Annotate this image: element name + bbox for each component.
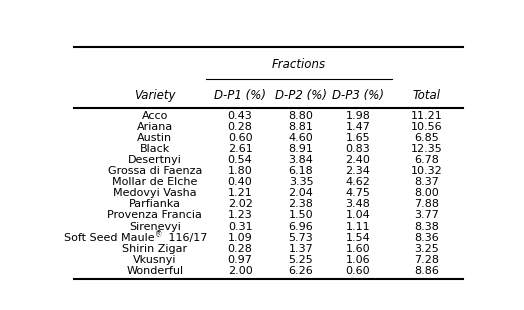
Text: 6.85: 6.85 — [414, 133, 439, 143]
Text: 10.32: 10.32 — [411, 166, 443, 176]
Text: D-P1 (%): D-P1 (%) — [214, 89, 266, 102]
Text: 11.21: 11.21 — [411, 111, 443, 121]
Text: 1.23: 1.23 — [228, 210, 253, 220]
Text: 1.50: 1.50 — [289, 210, 313, 220]
Text: 8.38: 8.38 — [414, 222, 439, 232]
Text: 7.28: 7.28 — [414, 255, 440, 265]
Text: Provenza Francia: Provenza Francia — [107, 210, 202, 220]
Text: 5.73: 5.73 — [289, 232, 313, 243]
Text: 1.98: 1.98 — [345, 111, 370, 121]
Text: 0.28: 0.28 — [228, 244, 253, 254]
Text: 1.37: 1.37 — [289, 244, 313, 254]
Text: 8.80: 8.80 — [289, 111, 313, 121]
Text: 0.60: 0.60 — [228, 133, 253, 143]
Text: 1.65: 1.65 — [346, 133, 370, 143]
Text: Austin: Austin — [137, 133, 172, 143]
Text: D-P3 (%): D-P3 (%) — [332, 89, 384, 102]
Text: Wonderful: Wonderful — [126, 266, 183, 276]
Text: 2.04: 2.04 — [289, 188, 313, 198]
Text: Parfianka: Parfianka — [129, 199, 181, 209]
Text: 2.34: 2.34 — [345, 166, 370, 176]
Text: 1.60: 1.60 — [346, 244, 370, 254]
Text: Shirin Zigar: Shirin Zigar — [122, 244, 188, 254]
Text: 2.61: 2.61 — [228, 144, 253, 154]
Text: 0.31: 0.31 — [228, 222, 253, 232]
Text: Desertnyi: Desertnyi — [128, 155, 182, 165]
Text: 4.60: 4.60 — [289, 133, 313, 143]
Text: 12.35: 12.35 — [411, 144, 443, 154]
Text: 0.83: 0.83 — [345, 144, 370, 154]
Text: Mollar de Elche: Mollar de Elche — [112, 177, 198, 187]
Text: 8.36: 8.36 — [414, 232, 439, 243]
Text: Fractions: Fractions — [272, 58, 326, 71]
Text: Grossa di Faenza: Grossa di Faenza — [107, 166, 202, 176]
Text: D-P2 (%): D-P2 (%) — [275, 89, 327, 102]
Text: 2.38: 2.38 — [289, 199, 313, 209]
Text: Acco: Acco — [141, 111, 168, 121]
Text: ® 116/17: ® 116/17 — [155, 232, 208, 243]
Text: 6.96: 6.96 — [289, 222, 313, 232]
Text: Ariana: Ariana — [137, 122, 173, 132]
Text: 8.00: 8.00 — [414, 188, 439, 198]
Text: 7.88: 7.88 — [414, 199, 440, 209]
Text: ®: ® — [155, 230, 162, 239]
Text: Variety: Variety — [134, 89, 176, 102]
Text: 1.06: 1.06 — [346, 255, 370, 265]
Text: 8.81: 8.81 — [289, 122, 313, 132]
Text: 0.43: 0.43 — [228, 111, 253, 121]
Text: 10.56: 10.56 — [411, 122, 443, 132]
Text: 1.11: 1.11 — [346, 222, 370, 232]
Text: Soft Seed Maule: Soft Seed Maule — [64, 232, 155, 243]
Text: 3.48: 3.48 — [345, 199, 370, 209]
Text: 5.25: 5.25 — [289, 255, 313, 265]
Text: Black: Black — [140, 144, 170, 154]
Text: 0.97: 0.97 — [228, 255, 253, 265]
Text: 3.25: 3.25 — [414, 244, 439, 254]
Text: 116/17: 116/17 — [165, 232, 208, 243]
Text: Vkusnyi: Vkusnyi — [133, 255, 177, 265]
Text: 4.75: 4.75 — [345, 188, 370, 198]
Text: 8.86: 8.86 — [414, 266, 439, 276]
Text: 8.37: 8.37 — [414, 177, 439, 187]
Text: 0.40: 0.40 — [228, 177, 253, 187]
Text: 4.62: 4.62 — [345, 177, 370, 187]
Text: 1.09: 1.09 — [228, 232, 253, 243]
Text: 1.80: 1.80 — [228, 166, 253, 176]
Text: 1.47: 1.47 — [345, 122, 370, 132]
Text: 2.00: 2.00 — [228, 266, 253, 276]
Text: 0.28: 0.28 — [228, 122, 253, 132]
Text: 6.78: 6.78 — [414, 155, 439, 165]
Text: 3.84: 3.84 — [289, 155, 313, 165]
Text: 2.40: 2.40 — [345, 155, 370, 165]
Text: 1.04: 1.04 — [345, 210, 370, 220]
Text: 0.54: 0.54 — [228, 155, 253, 165]
Text: 3.77: 3.77 — [414, 210, 439, 220]
Text: 6.18: 6.18 — [289, 166, 313, 176]
Text: 1.21: 1.21 — [228, 188, 253, 198]
Text: 2.02: 2.02 — [228, 199, 253, 209]
Text: Sirenevyi: Sirenevyi — [129, 222, 181, 232]
Text: Total: Total — [413, 89, 441, 102]
Text: 3.35: 3.35 — [289, 177, 313, 187]
Text: 6.26: 6.26 — [289, 266, 313, 276]
Text: Medovyi Vasha: Medovyi Vasha — [113, 188, 196, 198]
Text: 0.60: 0.60 — [346, 266, 370, 276]
Text: 8.91: 8.91 — [289, 144, 313, 154]
Text: 1.54: 1.54 — [345, 232, 370, 243]
